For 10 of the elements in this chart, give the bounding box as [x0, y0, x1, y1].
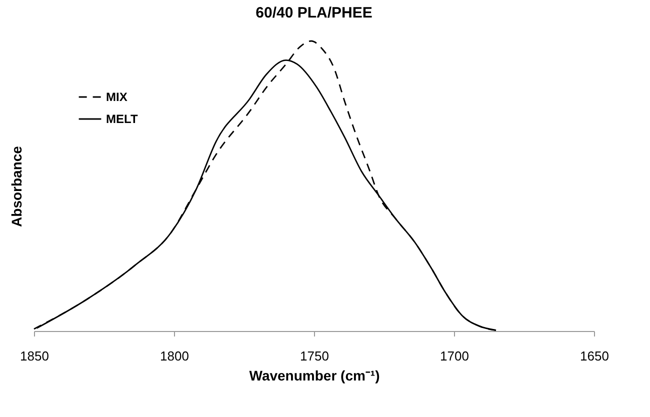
legend-label: MIX [106, 90, 128, 104]
x-tick-label: 1750 [300, 348, 329, 364]
y-axis-title: Absorbance [8, 146, 24, 227]
x-tick-label: 1850 [20, 348, 49, 364]
legend-label: MELT [106, 112, 138, 126]
x-axis-title: Wavenumber (cm⁻¹) [249, 368, 380, 384]
chart-title: 60/40 PLA/PHEE [256, 4, 372, 22]
x-tick-label: 1650 [580, 348, 609, 364]
x-tick-label: 1800 [160, 348, 189, 364]
x-tick-label: 1700 [440, 348, 469, 364]
